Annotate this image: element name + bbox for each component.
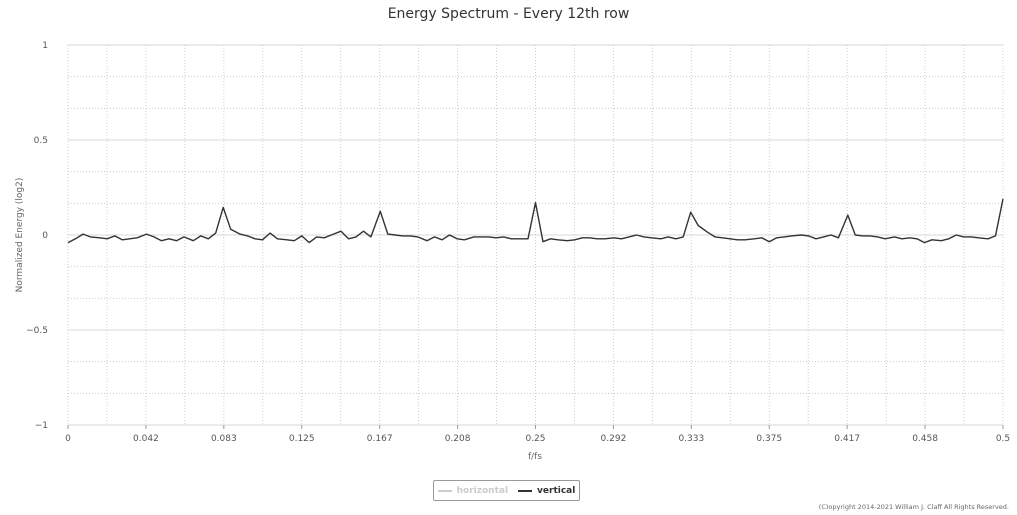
y-tick-label: 0 xyxy=(42,231,48,241)
legend-label-vertical: vertical xyxy=(537,485,576,496)
x-tick-label: 0.125 xyxy=(289,434,315,444)
y-tick-label: 1 xyxy=(42,41,48,51)
y-tick-label: 0.5 xyxy=(34,136,48,146)
x-tick-label: 0.083 xyxy=(211,434,237,444)
copyright-notice: (C)opyright 2014-2021 William J. Claff A… xyxy=(818,503,1009,511)
x-tick-label: 0.375 xyxy=(756,434,782,444)
y-tick-label: −1 xyxy=(35,421,48,431)
grid-lines xyxy=(67,44,1004,426)
x-tick-label: 0.25 xyxy=(525,434,545,444)
chart-title: Energy Spectrum - Every 12th row xyxy=(387,6,630,22)
x-axis-title: f/fs xyxy=(528,452,542,462)
legend-swatch-vertical xyxy=(518,489,533,492)
x-tick-label: 0.417 xyxy=(834,434,860,444)
x-tick-label: 0.042 xyxy=(133,434,159,444)
y-axis-title: Normalized Energy (log2) xyxy=(15,178,25,293)
y-tick-label: −0.5 xyxy=(26,326,48,336)
legend-item-horizontal[interactable]: horizontal xyxy=(437,485,509,496)
x-tick-label: 0.292 xyxy=(601,434,627,444)
x-tick-label: 0 xyxy=(65,434,71,444)
x-tick-label: 0.333 xyxy=(678,434,704,444)
x-tick-label: 0.167 xyxy=(367,434,393,444)
legend-swatch-horizontal xyxy=(437,489,452,492)
series-layer xyxy=(67,198,1004,244)
x-tick-label: 0.5 xyxy=(996,434,1010,444)
legend-label-horizontal: horizontal xyxy=(456,485,509,496)
series-line-vertical xyxy=(67,198,1004,244)
y-axis-ticks: 1 0.5 0 −0.5 −1 xyxy=(26,41,48,431)
x-tick-label: 0.458 xyxy=(912,434,938,444)
chart-legend: horizontal vertical xyxy=(433,480,580,501)
x-tick-label: 0.208 xyxy=(445,434,471,444)
x-axis-ticks: 0 0.042 0.083 0.125 0.167 0.208 0.25 0.292 0.333… xyxy=(65,425,1010,444)
legend-item-vertical[interactable]: vertical xyxy=(518,486,575,496)
